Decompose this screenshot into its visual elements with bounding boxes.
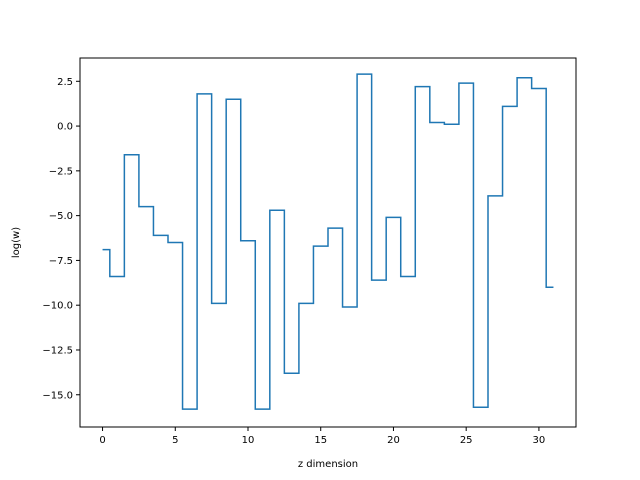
y-tick-label: −10.0 [42, 301, 73, 312]
x-axis-ticks: 0 5 10 15 20 25 30 [99, 427, 545, 446]
x-axis-label: z dimension [298, 459, 358, 470]
x-tick-label: 0 [99, 435, 105, 446]
x-tick-label: 30 [533, 435, 546, 446]
x-tick-label: 20 [387, 435, 400, 446]
y-tick-label: 2.5 [57, 77, 73, 88]
y-tick-label: −15.0 [42, 390, 73, 401]
y-tick-label: −5.0 [49, 211, 73, 222]
axes-frame [79, 57, 577, 428]
y-axis-label: log(w) [11, 227, 22, 258]
x-tick-label: 15 [314, 435, 327, 446]
y-tick-label: −7.5 [49, 256, 73, 267]
series-step-line [102, 73, 554, 410]
x-tick-label: 5 [172, 435, 178, 446]
y-tick-label: −12.5 [42, 345, 73, 356]
y-tick-label: 0.0 [57, 122, 73, 133]
y-tick-label: −2.5 [49, 166, 73, 177]
x-tick-label: 25 [460, 435, 473, 446]
plot-area [102, 73, 554, 410]
x-tick-label: 10 [242, 435, 255, 446]
y-axis-ticks: 2.5 0.0 −2.5 −5.0 −7.5 −10.0 −12.5 −15.0 [42, 77, 80, 401]
